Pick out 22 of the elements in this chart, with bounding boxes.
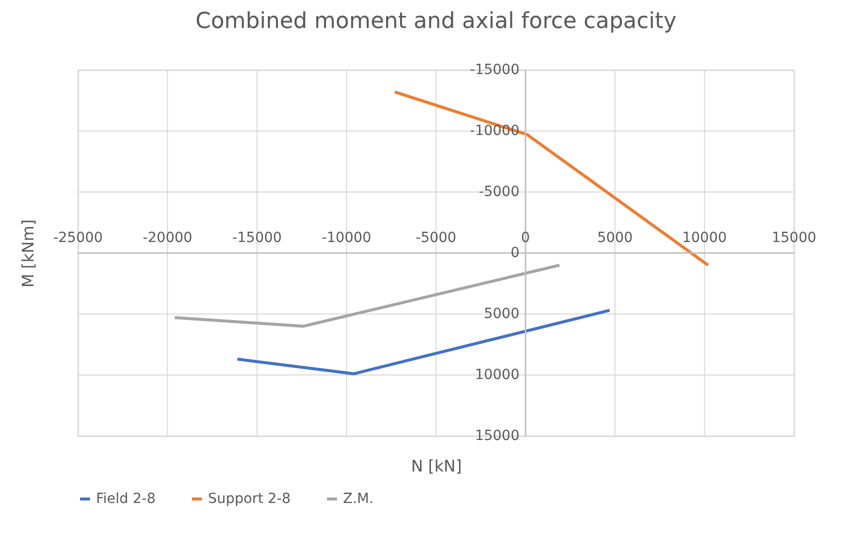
x-tick-label: -25000 — [53, 230, 103, 246]
y-tick-label: 15000 — [474, 428, 520, 444]
x-tick-label: -20000 — [142, 230, 192, 246]
x-tick-label: -15000 — [232, 230, 282, 246]
x-tick-label: 10000 — [682, 230, 727, 246]
x-axis-title: N [kN] — [411, 456, 462, 476]
x-tick-label: -10000 — [322, 230, 372, 246]
y-tick-label: -5000 — [478, 184, 520, 200]
y-tick-label: 10000 — [474, 367, 520, 383]
legend-label: Z.M. — [343, 491, 374, 507]
y-axis-title: M [kNm] — [18, 219, 38, 288]
x-tick-label: 5000 — [597, 230, 633, 246]
y-tick-label: -15000 — [470, 62, 520, 78]
legend-label: Field 2-8 — [96, 491, 156, 507]
x-tick-label: 0 — [521, 230, 530, 246]
y-tick-label: 5000 — [484, 306, 520, 322]
chart-title: Combined moment and axial force capacity — [195, 9, 677, 34]
x-tick-label: -5000 — [416, 230, 456, 246]
legend-label: Support 2-8 — [208, 491, 291, 507]
y-tick-label: -10000 — [470, 123, 520, 139]
y-tick-label: 0 — [510, 245, 520, 261]
x-tick-label: 15000 — [772, 230, 816, 246]
